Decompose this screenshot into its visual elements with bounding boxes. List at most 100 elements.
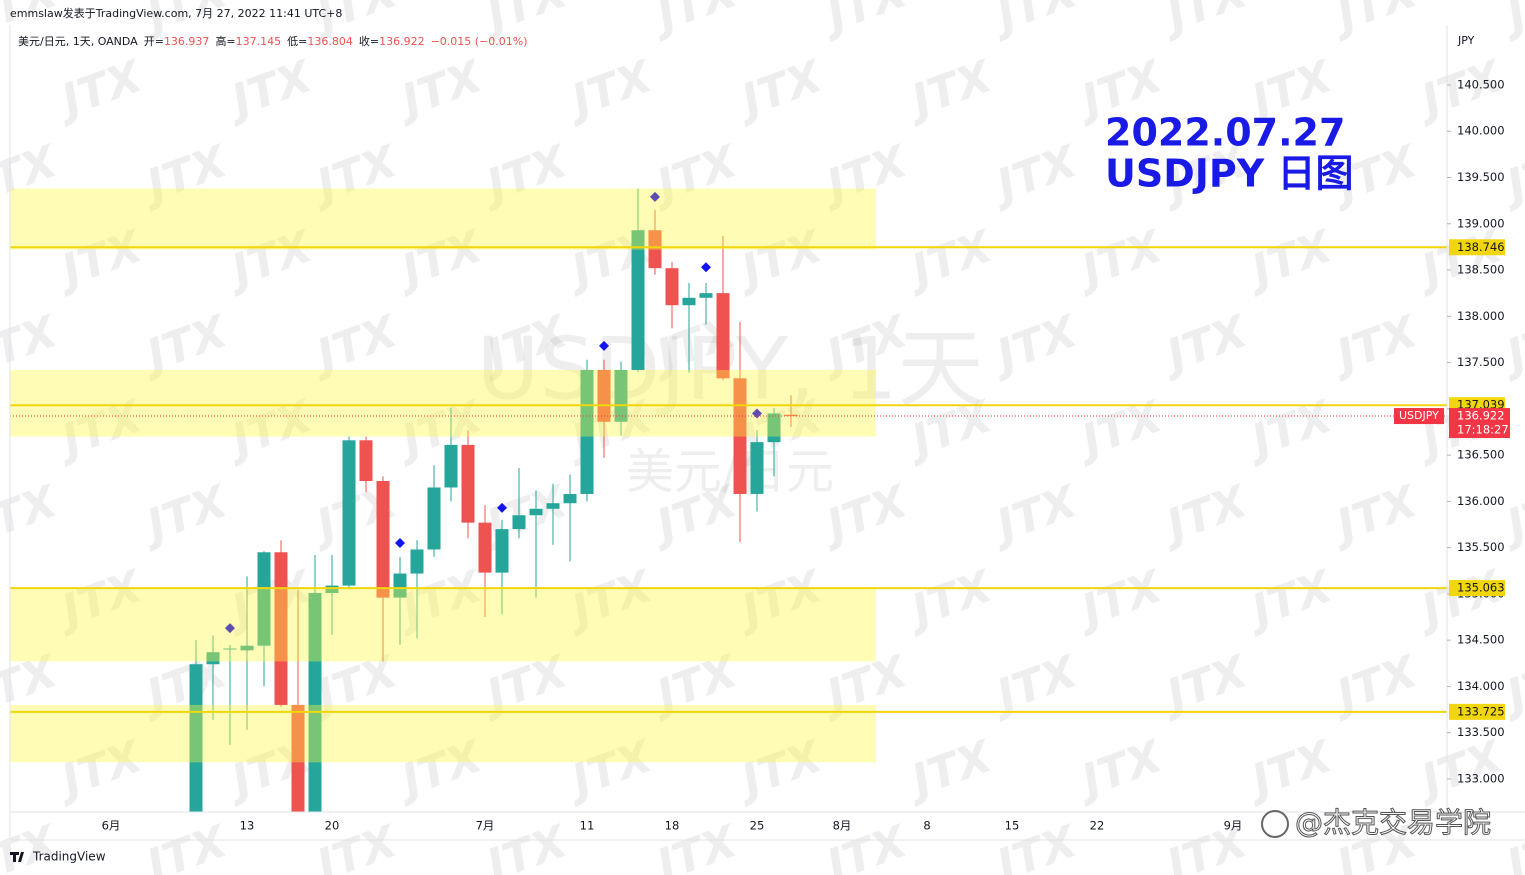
y-tick-label: 137.500 xyxy=(1457,355,1505,369)
x-tick-label: 6月 xyxy=(102,819,121,833)
brand-logo xyxy=(10,852,24,862)
candle-body xyxy=(648,230,662,269)
candle-body xyxy=(699,293,713,298)
level-label: 133.725 xyxy=(1457,704,1505,718)
candle-body xyxy=(461,444,475,523)
candle-body xyxy=(376,481,390,598)
source-mark: @杰克交易学院 xyxy=(1295,806,1491,839)
y-tick-label: 139.500 xyxy=(1457,170,1505,184)
x-tick-label: 8月 xyxy=(833,819,852,833)
signal-marker xyxy=(497,502,507,513)
x-tick-label: 8 xyxy=(923,819,930,833)
y-tick-label: 140.000 xyxy=(1457,124,1505,138)
price-name: USDJPY xyxy=(1399,409,1439,422)
candle-body xyxy=(189,664,203,812)
legend-value: 136.922 xyxy=(379,35,425,48)
level-label-bg xyxy=(1449,239,1505,256)
annotation: 2022.07.27 xyxy=(1105,111,1345,155)
candle-body xyxy=(512,515,526,530)
y-tick-label: 140.500 xyxy=(1457,77,1505,91)
y-tick-label: 136.000 xyxy=(1457,494,1505,508)
legend-symbol: 美元/日元, 1天, OANDA xyxy=(18,35,138,48)
price-label: 136.922 xyxy=(1457,409,1505,423)
candle-body xyxy=(546,503,560,509)
candle-body xyxy=(393,573,407,598)
zone xyxy=(10,704,876,763)
signal-marker xyxy=(395,538,405,549)
candle-body xyxy=(529,508,543,516)
candle-body xyxy=(444,444,458,488)
y-tick-label: 133.000 xyxy=(1457,771,1505,785)
candle-body xyxy=(427,487,441,550)
candle-body xyxy=(308,592,322,812)
candle-body xyxy=(682,297,696,306)
watermark: USDJPY, 1天 xyxy=(476,319,983,419)
x-tick-label: 15 xyxy=(1005,819,1020,833)
legend-label: 低= xyxy=(287,35,307,48)
y-tick-label: 136.500 xyxy=(1457,448,1505,462)
legend-change: −0.015 (−0.01%) xyxy=(431,35,528,48)
x-tick-label: 20 xyxy=(325,819,340,833)
candle-body xyxy=(325,585,339,593)
level-label: 138.746 xyxy=(1457,240,1505,254)
candle-body xyxy=(274,552,288,705)
legend-label: 收= xyxy=(359,34,379,48)
level-label-bg xyxy=(1449,580,1505,597)
y-tick-label: 139.000 xyxy=(1457,216,1505,230)
candle-body xyxy=(784,414,798,417)
candle-body xyxy=(614,369,628,422)
zone xyxy=(10,188,876,250)
level-label: 135.063 xyxy=(1457,581,1505,595)
price-name-bg xyxy=(1394,408,1444,425)
candle-body xyxy=(359,440,373,482)
x-tick-label: 9月 xyxy=(1224,819,1243,833)
zone xyxy=(10,369,876,437)
candle-body xyxy=(716,293,730,379)
x-tick-label: 22 xyxy=(1090,819,1105,833)
candle-body xyxy=(478,522,492,573)
candle-body xyxy=(342,440,356,586)
x-tick-label: 18 xyxy=(665,819,680,833)
candle-body xyxy=(495,529,509,573)
candle-body xyxy=(733,378,747,494)
candle-body xyxy=(631,230,645,370)
legend-value: 136.804 xyxy=(307,35,353,48)
candle-body xyxy=(597,369,611,422)
candle-body xyxy=(580,369,594,494)
candle-body xyxy=(223,648,237,650)
price-countdown: 17:18:27 xyxy=(1457,423,1509,437)
candle-body xyxy=(206,652,220,665)
legend-value: 136.937 xyxy=(164,35,210,48)
header: emmslaw发表于TradingView.com, 7月 27, 2022 1… xyxy=(10,6,342,20)
candle-body xyxy=(563,493,577,504)
legend-label: 开= xyxy=(144,35,164,48)
y-tick-label: 138.000 xyxy=(1457,309,1505,323)
candle-body xyxy=(257,552,271,646)
y-tick-label: 134.500 xyxy=(1457,633,1505,647)
legend-value: 137.145 xyxy=(236,35,282,48)
candle-body xyxy=(410,549,424,574)
currency-label: JPY xyxy=(1457,34,1475,47)
signal-marker xyxy=(701,262,711,273)
x-tick-label: 13 xyxy=(240,819,255,833)
x-tick-label: 7月 xyxy=(476,819,495,833)
price-label-bg xyxy=(1449,408,1510,439)
plot-area xyxy=(10,188,1447,812)
y-tick-label: 138.500 xyxy=(1457,263,1505,277)
candle-body xyxy=(291,704,305,812)
signal-marker xyxy=(225,623,235,634)
candle-body xyxy=(665,268,679,306)
candle-body xyxy=(750,442,764,494)
watermark: 美元/日元 xyxy=(626,444,834,500)
signal-marker xyxy=(650,191,660,202)
candle-body xyxy=(240,645,254,651)
annotation: USDJPY 日图 xyxy=(1105,152,1354,196)
legend: 美元/日元, 1天, OANDA 开=136.937 高=137.145 低=136.… xyxy=(18,34,528,48)
brand: TradingView xyxy=(32,850,106,864)
y-tick-label: 135.500 xyxy=(1457,540,1505,554)
axis-layer: 133.000133.500134.000134.500135.000135.5… xyxy=(102,77,1510,833)
x-tick-label: 11 xyxy=(580,819,595,833)
candle-body xyxy=(767,413,781,443)
